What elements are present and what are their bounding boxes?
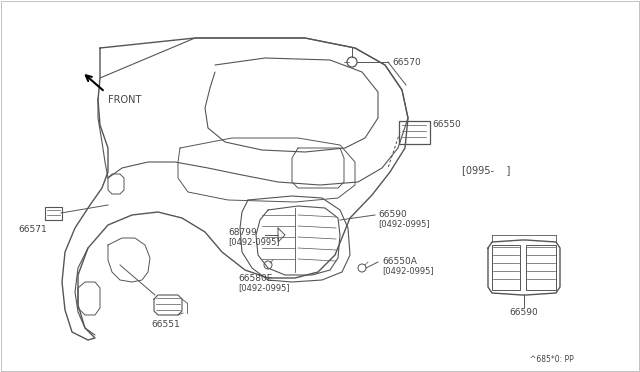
Bar — [492, 245, 520, 290]
Text: [0492-0995]: [0492-0995] — [238, 283, 290, 292]
Text: 68799: 68799 — [228, 228, 257, 237]
Text: 66580E: 66580E — [238, 274, 273, 283]
Text: 66570: 66570 — [392, 58, 420, 67]
Text: 66550: 66550 — [432, 120, 461, 129]
Text: [0492-0995]: [0492-0995] — [228, 237, 280, 246]
Text: [0492-0995]: [0492-0995] — [382, 266, 434, 275]
Bar — [526, 245, 556, 290]
Text: 66551: 66551 — [152, 320, 180, 329]
Text: 66550A: 66550A — [382, 257, 417, 266]
Text: [0492-0995]: [0492-0995] — [378, 219, 429, 228]
Text: 66590: 66590 — [378, 210, 407, 219]
Text: [0995-    ]: [0995- ] — [462, 165, 510, 175]
Text: ^685*0: PP: ^685*0: PP — [530, 355, 573, 364]
Text: FRONT: FRONT — [108, 95, 141, 105]
Text: 66590: 66590 — [509, 308, 538, 317]
Text: 66571: 66571 — [18, 225, 47, 234]
